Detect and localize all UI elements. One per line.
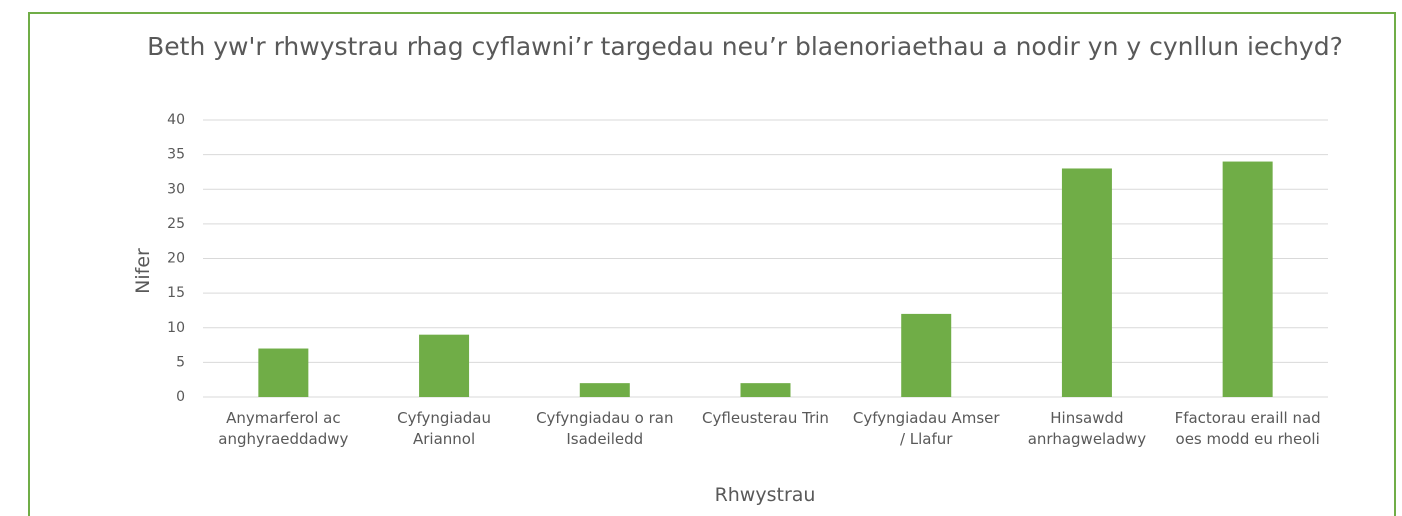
chart-title: Beth yw'r rhwystrau rhag cyflawni’r targ… bbox=[147, 32, 1343, 61]
y-tick-label: 40 bbox=[167, 112, 185, 128]
bar bbox=[740, 383, 791, 397]
x-tick-label: Anymarferol ac anghyraeddadwy bbox=[218, 409, 349, 448]
bar bbox=[901, 313, 952, 397]
bar bbox=[258, 348, 309, 397]
x-tick-label: Cyfleusterau Trin bbox=[702, 409, 829, 427]
y-tick-label: 0 bbox=[176, 389, 185, 405]
x-tick-label: Cyfyngiadau Ariannol bbox=[397, 409, 491, 448]
bar bbox=[1061, 168, 1112, 397]
x-tick-label: Ffactorau eraill nad oes modd eu rheoli bbox=[1174, 409, 1321, 448]
y-tick-label: 10 bbox=[167, 320, 185, 336]
y-tick-label: 35 bbox=[167, 147, 185, 163]
x-tick-label: Cyfyngiadau Amser / Llafur bbox=[852, 409, 1000, 448]
y-tick-label: 30 bbox=[167, 181, 185, 197]
y-tick-label: 5 bbox=[176, 354, 185, 370]
bar bbox=[579, 383, 630, 397]
bar bbox=[1222, 161, 1273, 397]
x-tick-label: Hinsawdd anrhagweladwy bbox=[1027, 409, 1147, 448]
y-tick-label: 15 bbox=[167, 285, 185, 301]
bar bbox=[419, 334, 470, 397]
y-tick-label: 20 bbox=[167, 251, 185, 267]
frame bbox=[28, 12, 1396, 516]
y-axis-label: Nifer bbox=[132, 248, 154, 294]
x-axis-label: Rhwystrau bbox=[714, 484, 816, 506]
x-tick-label: Cyfyngiadau o ran Isadeiledd bbox=[536, 409, 674, 448]
y-tick-label: 25 bbox=[167, 216, 185, 232]
